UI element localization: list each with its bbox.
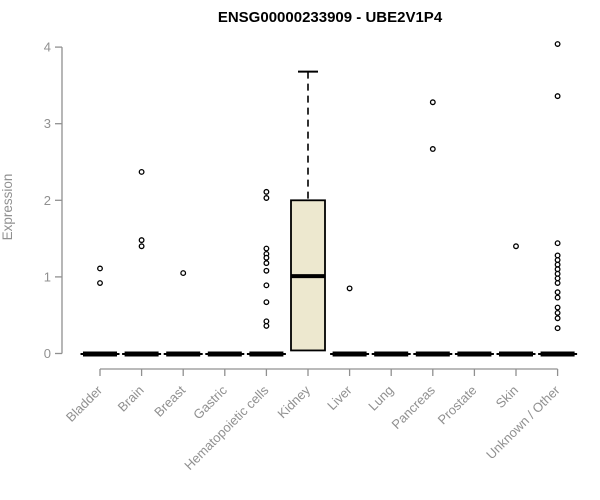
collapsed-box <box>83 351 117 357</box>
outlier-point <box>554 41 561 47</box>
collapsed-box <box>415 351 450 357</box>
x-tick-label: Lung <box>365 383 396 414</box>
outlier-point <box>138 169 145 175</box>
outlier-point <box>554 275 561 282</box>
outlier-point <box>263 282 270 289</box>
outlier-point <box>554 266 561 273</box>
outlier-point <box>263 267 270 274</box>
median-line <box>291 274 325 279</box>
outlier-point <box>554 325 561 332</box>
x-tick-label: Kidney <box>274 382 313 421</box>
x-tick-label: Bladder <box>63 382 106 425</box>
outlier-point <box>554 93 561 100</box>
outlier-point <box>263 195 270 201</box>
outlier-point <box>138 237 145 244</box>
chart-title: ENSG00000233909 - UBE2V1P4 <box>218 9 443 26</box>
collapsed-box <box>249 351 284 357</box>
outlier-point <box>554 289 561 296</box>
y-tick-label: 1 <box>44 269 51 284</box>
collapsed-box <box>457 351 492 357</box>
x-tick-label: Skin <box>493 383 521 411</box>
outlier-point <box>180 270 187 277</box>
outlier-point <box>138 243 145 250</box>
x-tick-label: Liver <box>324 382 355 413</box>
outlier-point <box>554 257 561 263</box>
collapsed-box <box>124 351 159 357</box>
outlier-point <box>554 309 561 316</box>
collapsed-box <box>332 351 367 357</box>
collapsed-box <box>207 351 242 357</box>
outlier-point <box>554 261 561 268</box>
outlier-point <box>97 280 103 286</box>
x-tick-label: Prostate <box>435 383 480 428</box>
outlier-point <box>554 240 561 247</box>
x-tick-label: Breast <box>151 382 188 419</box>
outlier-point <box>263 318 270 325</box>
outlier-point <box>554 252 561 259</box>
collapsed-box <box>166 351 201 357</box>
y-tick-label: 3 <box>44 116 51 131</box>
outlier-point <box>263 299 270 306</box>
x-tick-label: Gastric <box>190 382 230 422</box>
outlier-point <box>554 280 561 286</box>
collapsed-box <box>374 351 409 357</box>
collapsed-box <box>499 351 533 357</box>
outlier-point <box>554 315 561 322</box>
collapsed-box <box>540 351 575 357</box>
outlier-point <box>263 245 270 252</box>
outlier-point <box>263 260 270 267</box>
y-axis-label: Expression <box>0 174 15 241</box>
y-tick-label: 0 <box>44 346 51 361</box>
outlier-point <box>263 322 270 329</box>
outlier-point <box>97 265 103 272</box>
outlier-point <box>554 270 561 277</box>
outlier-point <box>554 294 561 301</box>
outlier-point <box>346 285 353 292</box>
y-tick-label: 4 <box>44 40 51 55</box>
outlier-point <box>554 304 561 311</box>
outlier-point <box>513 243 519 250</box>
y-tick-label: 2 <box>44 193 51 208</box>
outlier-point <box>263 188 270 195</box>
x-tick-label: Pancreas <box>388 382 438 432</box>
x-tick-label: Brain <box>115 383 147 415</box>
outlier-point <box>263 254 270 261</box>
x-tick-label: Unknown / Other <box>483 382 563 462</box>
outlier-point <box>429 99 436 106</box>
outlier-point <box>429 146 436 152</box>
